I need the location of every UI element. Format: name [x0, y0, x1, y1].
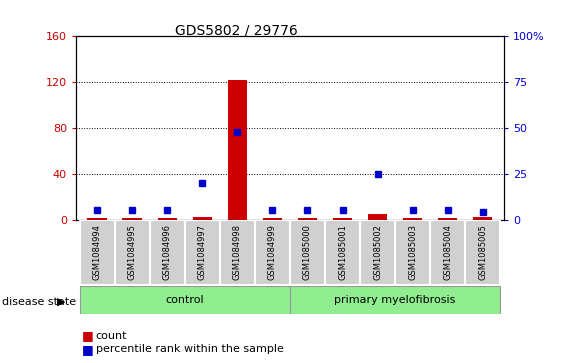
Bar: [87, 219, 107, 220]
Text: GSM1085003: GSM1085003: [408, 224, 417, 280]
Text: GSM1085000: GSM1085000: [303, 224, 312, 280]
Text: GSM1085001: GSM1085001: [338, 224, 347, 280]
Bar: [430, 220, 465, 285]
Text: GSM1084999: GSM1084999: [268, 224, 277, 280]
Bar: [220, 220, 255, 285]
Bar: [193, 217, 212, 220]
Text: disease state: disease state: [2, 297, 76, 307]
Bar: [150, 220, 185, 285]
Bar: [123, 219, 142, 220]
Bar: [158, 219, 177, 220]
Bar: [473, 217, 493, 220]
Bar: [465, 220, 501, 285]
Text: GSM1085004: GSM1085004: [443, 224, 452, 280]
Text: GSM1084995: GSM1084995: [128, 224, 137, 280]
Bar: [79, 286, 290, 314]
Text: GSM1084997: GSM1084997: [198, 224, 207, 280]
Text: ■: ■: [82, 329, 93, 342]
Text: percentile rank within the sample: percentile rank within the sample: [96, 344, 284, 354]
Bar: [185, 220, 220, 285]
Text: ■: ■: [82, 343, 93, 356]
Text: GSM1084996: GSM1084996: [163, 224, 172, 280]
Bar: [333, 219, 352, 220]
Bar: [290, 286, 501, 314]
Bar: [115, 220, 150, 285]
Bar: [403, 219, 422, 220]
Text: primary myelofibrosis: primary myelofibrosis: [334, 295, 456, 305]
Bar: [325, 220, 360, 285]
Bar: [368, 214, 387, 220]
Text: GSM1084994: GSM1084994: [92, 224, 101, 280]
Bar: [255, 220, 290, 285]
Bar: [79, 220, 115, 285]
Bar: [263, 219, 282, 220]
Bar: [227, 80, 247, 220]
Bar: [290, 220, 325, 285]
Text: GSM1085002: GSM1085002: [373, 224, 382, 280]
Bar: [360, 220, 395, 285]
Text: GSM1084998: GSM1084998: [233, 224, 242, 280]
Bar: [438, 219, 457, 220]
Text: control: control: [166, 295, 204, 305]
Text: GSM1085005: GSM1085005: [479, 224, 488, 280]
Text: GDS5802 / 29776: GDS5802 / 29776: [175, 24, 298, 38]
Bar: [395, 220, 430, 285]
Text: ▶: ▶: [56, 297, 65, 307]
Bar: [298, 219, 317, 220]
Text: count: count: [96, 331, 127, 341]
